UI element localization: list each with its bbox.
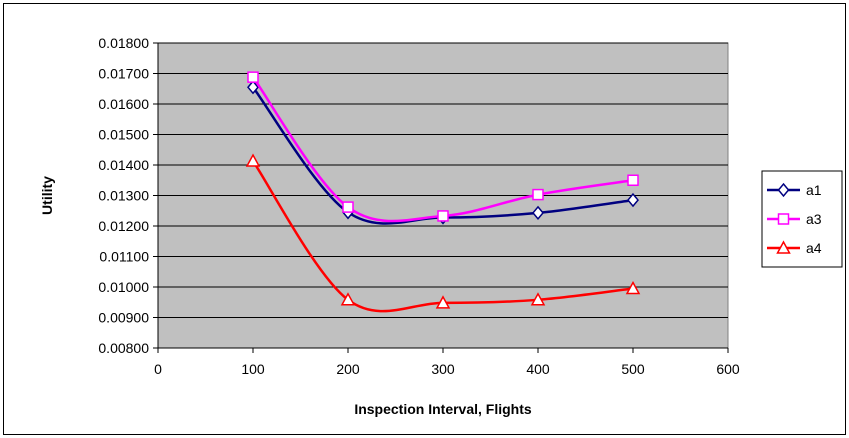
y-tick-label: 0.00900 [98, 310, 149, 326]
data-point-a4 [435, 295, 451, 309]
y-tick-label: 0.01700 [98, 66, 149, 82]
legend-label-a3: a3 [806, 211, 822, 227]
data-point-a4 [625, 280, 641, 295]
y-tick-label: 0.01400 [98, 157, 149, 173]
legend-marker-a3 [777, 213, 790, 225]
legend: a1 a3 a4 [761, 170, 843, 268]
x-tick-label: 400 [526, 361, 550, 377]
data-point-a3 [247, 71, 259, 83]
y-tick-label: 0.01500 [98, 127, 149, 143]
legend-marker-a4 [776, 240, 791, 254]
x-tick-label: 500 [621, 361, 645, 377]
y-tick-label: 0.01300 [98, 188, 149, 204]
y-tick-label: 0.01800 [98, 35, 149, 51]
axes: 0.00800 0.00900 0.01000 0.01100 0.01200 0.013… [98, 35, 740, 377]
legend-marker-a1 [777, 182, 790, 198]
data-point-a3 [532, 188, 544, 201]
legend-label-a1: a1 [806, 182, 822, 198]
data-point-a4 [245, 153, 261, 167]
legend-item-a4: a4 [767, 240, 822, 256]
x-tick-label: 600 [716, 361, 740, 377]
series-line-a4 [251, 160, 634, 313]
y-tick-label: 0.01000 [98, 279, 149, 295]
data-point-a4 [340, 292, 356, 306]
y-tick-label: 0.00800 [98, 340, 149, 356]
data-point-a3 [342, 201, 354, 213]
y-tick-label: 0.01200 [98, 218, 149, 234]
series-a4 [245, 153, 641, 313]
data-point-a4 [530, 292, 546, 306]
legend-item-a1: a1 [767, 182, 822, 198]
legend-label-a4: a4 [806, 240, 822, 256]
y-tick-label: 0.01600 [98, 96, 149, 112]
legend-item-a3: a3 [767, 211, 822, 227]
x-tick-label: 0 [154, 361, 162, 377]
x-axis-title: Inspection Interval, Flights [354, 401, 532, 417]
x-tick-label: 200 [336, 361, 360, 377]
x-tick-label: 100 [241, 361, 265, 377]
data-point-a3 [437, 210, 449, 222]
series-line-a3 [251, 76, 634, 223]
data-point-a1 [532, 205, 544, 221]
data-point-a1 [627, 192, 639, 208]
series [245, 71, 641, 313]
x-tick-label: 300 [431, 361, 455, 377]
series-a3 [247, 71, 639, 223]
data-point-a3 [627, 174, 639, 186]
y-tick-label: 0.01100 [99, 249, 149, 265]
data-point-a1 [247, 80, 259, 95]
y-axis-title: Utility [39, 176, 55, 215]
